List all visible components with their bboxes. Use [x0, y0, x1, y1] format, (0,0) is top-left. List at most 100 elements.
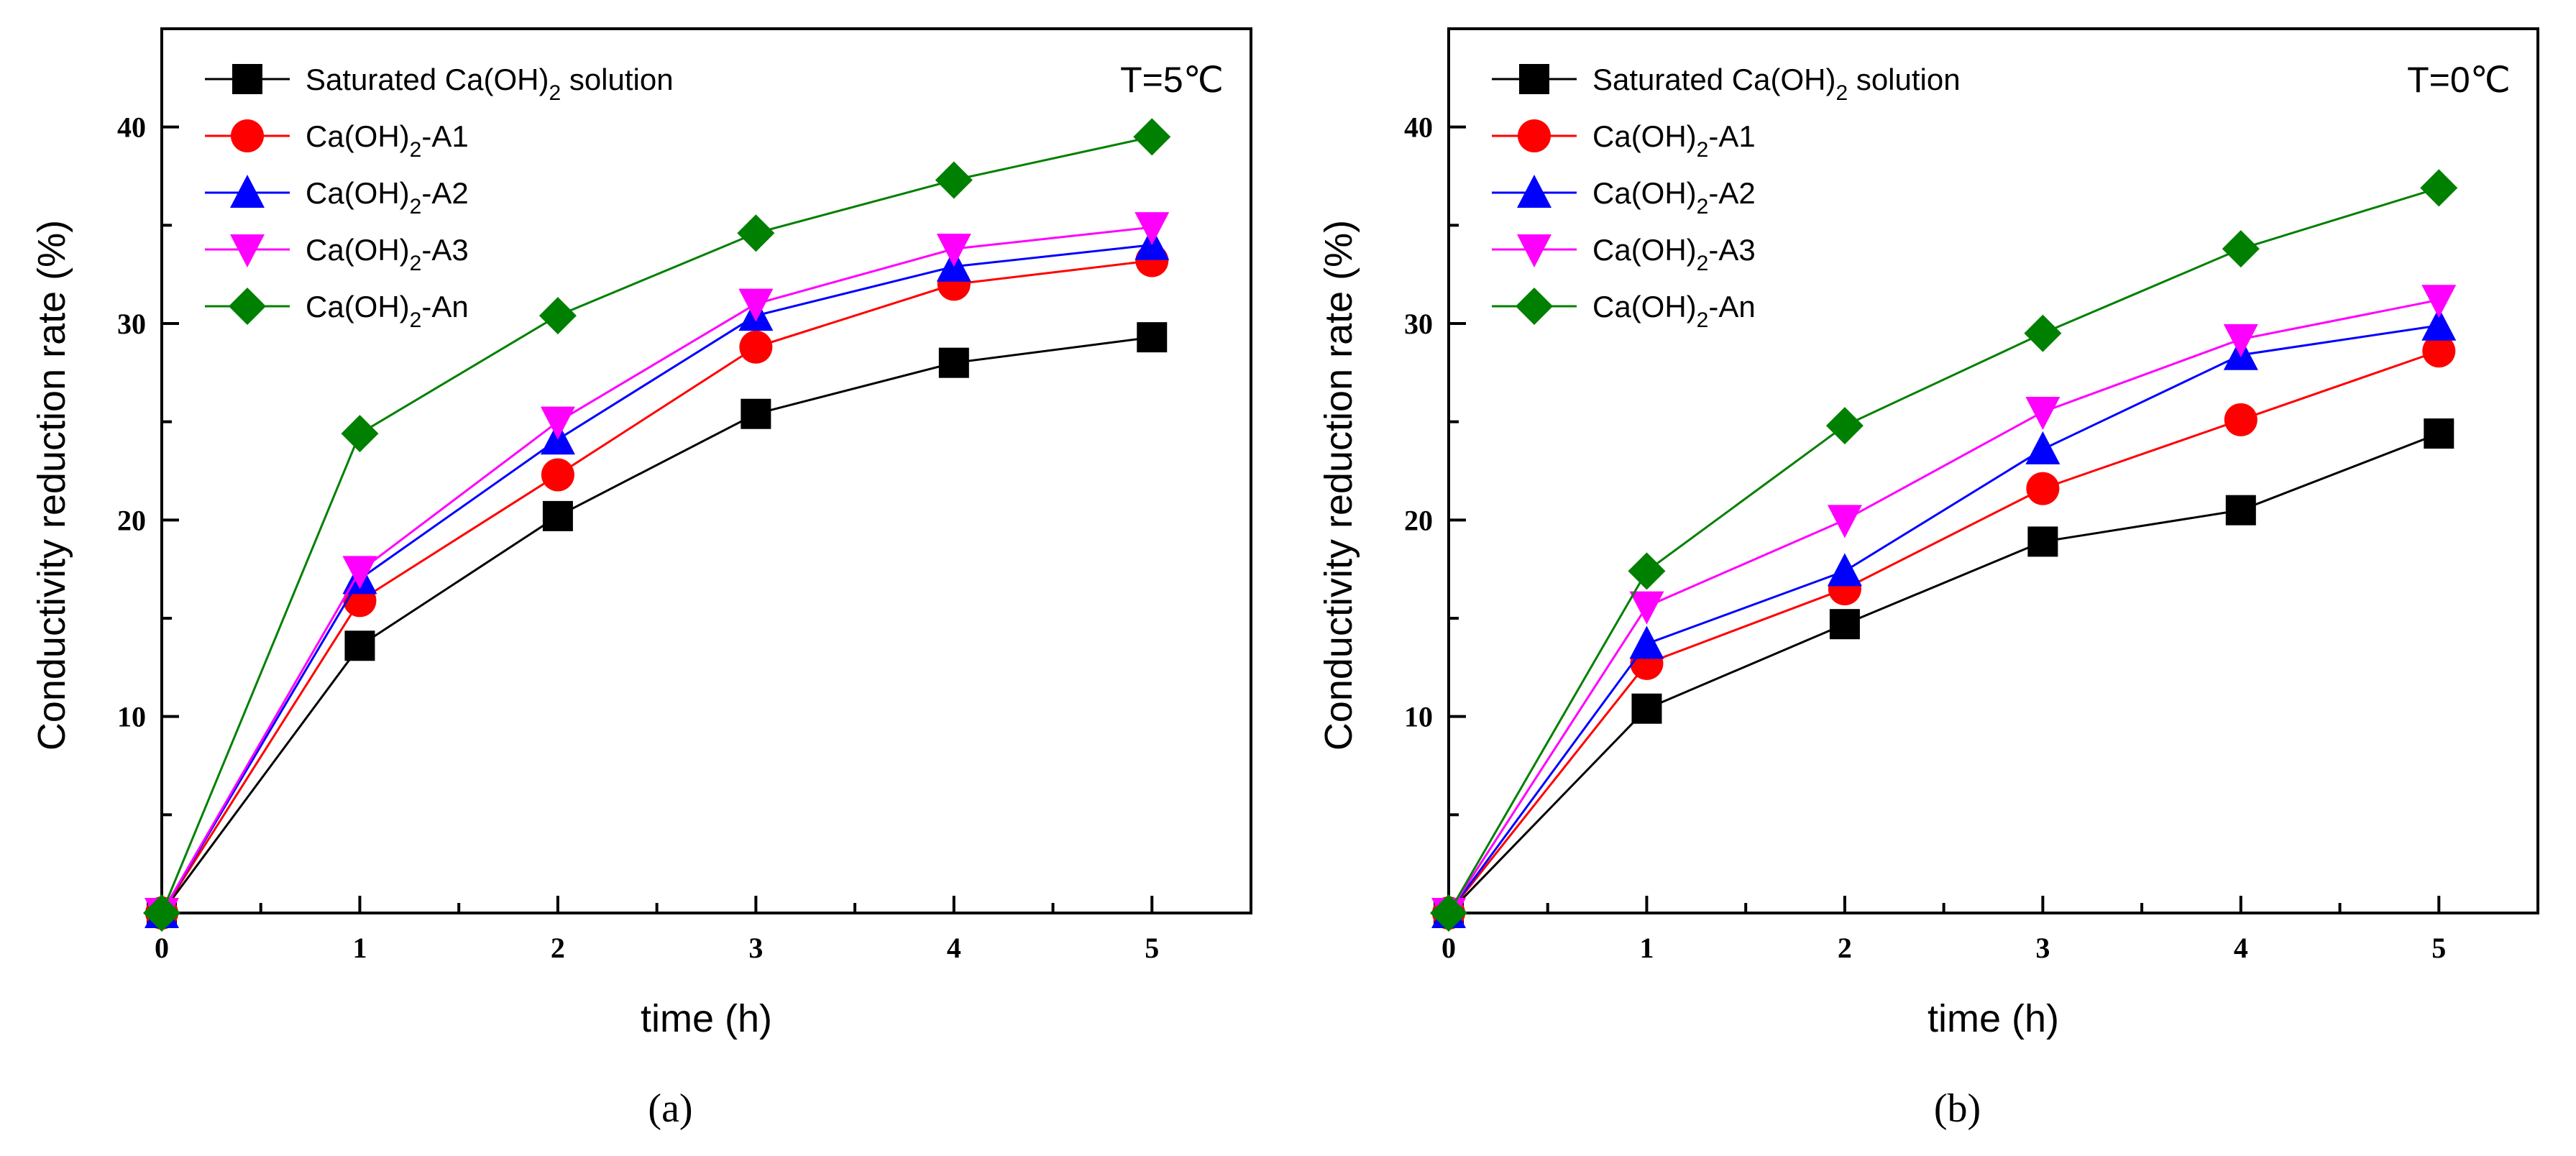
data-point [741, 398, 771, 429]
series-line [160, 135, 1152, 914]
legend-item: Ca(OH)2-A2 [205, 175, 469, 219]
legend-label-sub: 2 [549, 81, 561, 105]
y-axis-title: Conductivity reduction rate (%) [1317, 220, 1360, 751]
legend-item: Saturated Ca(OH)2 solution [1492, 63, 1961, 105]
legend-marker [1519, 64, 1549, 94]
legend-marker [1517, 234, 1551, 267]
data-point [2421, 307, 2457, 341]
data-point [1430, 894, 1467, 932]
legend-marker [1517, 175, 1551, 208]
legend-marker [1518, 119, 1551, 152]
legend: Saturated Ca(OH)2 solution Ca(OH)2-A1 Ca(O… [1492, 63, 1961, 332]
series-2 [145, 226, 1170, 928]
x-tick-label: 0 [1441, 932, 1456, 964]
y-tick-label: 10 [1404, 701, 1433, 733]
temperature-label: T=5℃ [1120, 60, 1224, 100]
legend-label-pre: Ca(OH) [306, 119, 410, 153]
x-axis-title: time (h) [641, 997, 772, 1040]
legend-label-sub: 2 [1697, 138, 1709, 162]
legend-label-post: -A3 [1708, 233, 1755, 267]
legend-label-pre: Ca(OH) [1592, 233, 1697, 267]
x-tick-label: 5 [1145, 932, 1159, 964]
y-tick-label: 30 [1404, 308, 1433, 340]
legend-label: Ca(OH)2-A2 [306, 176, 469, 219]
series-line [160, 244, 1152, 914]
legend-item: Ca(OH)2-A3 [1492, 233, 1756, 275]
data-point [2422, 334, 2456, 368]
data-point [935, 161, 973, 199]
series-3 [1431, 285, 2457, 931]
x-tick-label: 1 [1639, 932, 1654, 964]
legend-label: Ca(OH)2-An [306, 290, 469, 332]
legend-label-pre: Saturated Ca(OH) [1592, 63, 1835, 96]
legend-label-sub: 2 [1835, 81, 1848, 105]
legend-label: Ca(OH)2-A1 [306, 119, 469, 162]
data-point [2025, 397, 2061, 430]
x-tick-label: 0 [155, 932, 169, 964]
data-point [938, 347, 969, 378]
legend-label-sub: 2 [410, 252, 422, 275]
x-tick-label: 5 [2431, 932, 2446, 964]
legend-item: Ca(OH)2-A3 [205, 233, 469, 275]
legend-marker [230, 234, 265, 267]
series-0 [147, 322, 1168, 928]
series-line [160, 226, 1152, 914]
series-4 [1430, 169, 2458, 932]
legend-marker [229, 288, 266, 325]
x-tick-label: 1 [352, 932, 367, 964]
chart-panel-a: 0 1 2 3 4 5 10 20 30 40 time (h) Conductivity reduc… [30, 27, 1252, 1131]
legend-label: Ca(OH)2-A2 [1592, 176, 1756, 219]
legend: Saturated Ca(OH)2 solutionCa(OH)2-A1Ca(O… [205, 63, 674, 332]
series-4 [143, 118, 1171, 932]
legend-marker [1516, 288, 1553, 325]
legend-label-post: -A3 [421, 233, 468, 267]
data-point [2223, 324, 2258, 357]
y-axis-title: Conductivity reduction rate (%) [30, 220, 73, 751]
data-point [739, 330, 773, 364]
data-point [1135, 212, 1170, 246]
legend-label-pre: Ca(OH) [306, 233, 410, 267]
legend-label-post: -An [421, 290, 468, 324]
legend-item: Ca(OH)2-A1 [205, 119, 469, 162]
legend-label: Ca(OH)2-A3 [1592, 233, 1756, 275]
series-line [1447, 186, 2439, 914]
legend-label-sub: 2 [1697, 195, 1709, 219]
legend-label-post: -A2 [1708, 176, 1755, 210]
data-point [2027, 526, 2058, 557]
data-point [2225, 495, 2256, 526]
data-point [1631, 693, 1662, 724]
y-tick-label: 20 [1404, 504, 1433, 536]
y-tick-label: 20 [117, 504, 146, 536]
data-point [1133, 118, 1171, 156]
x-tick-label: 2 [551, 932, 565, 964]
plot-frame [160, 27, 1252, 914]
data-point [1827, 553, 1862, 587]
data-point [541, 458, 574, 492]
series-line [1447, 432, 2439, 914]
legend-label: Saturated Ca(OH)2 solution [1592, 63, 1961, 105]
legend-label-sub: 2 [1697, 252, 1709, 275]
data-point [1829, 609, 1860, 640]
legend-label-post: -A2 [421, 176, 468, 210]
legend-label-sub: 2 [410, 308, 422, 332]
y-tick-label: 40 [1404, 111, 1433, 144]
series-line [1447, 349, 2439, 914]
plot-frame [1447, 27, 2539, 914]
data-point [2026, 472, 2060, 505]
data-point [936, 234, 971, 267]
legend-item: Ca(OH)2-An [1492, 288, 1756, 332]
x-axis-title: time (h) [1928, 997, 2059, 1040]
legend-marker [231, 119, 264, 152]
legend-item: Ca(OH)2-A1 [1492, 119, 1756, 162]
data-point [1629, 591, 1664, 625]
data-point [2024, 314, 2062, 352]
data-point [344, 630, 375, 661]
data-point [2025, 431, 2061, 464]
data-point [2420, 169, 2458, 207]
series-3 [145, 212, 1170, 931]
series-line [1447, 324, 2439, 914]
legend-label-sub: 2 [1697, 308, 1709, 332]
panel-caption: (b) [1934, 1086, 1981, 1131]
